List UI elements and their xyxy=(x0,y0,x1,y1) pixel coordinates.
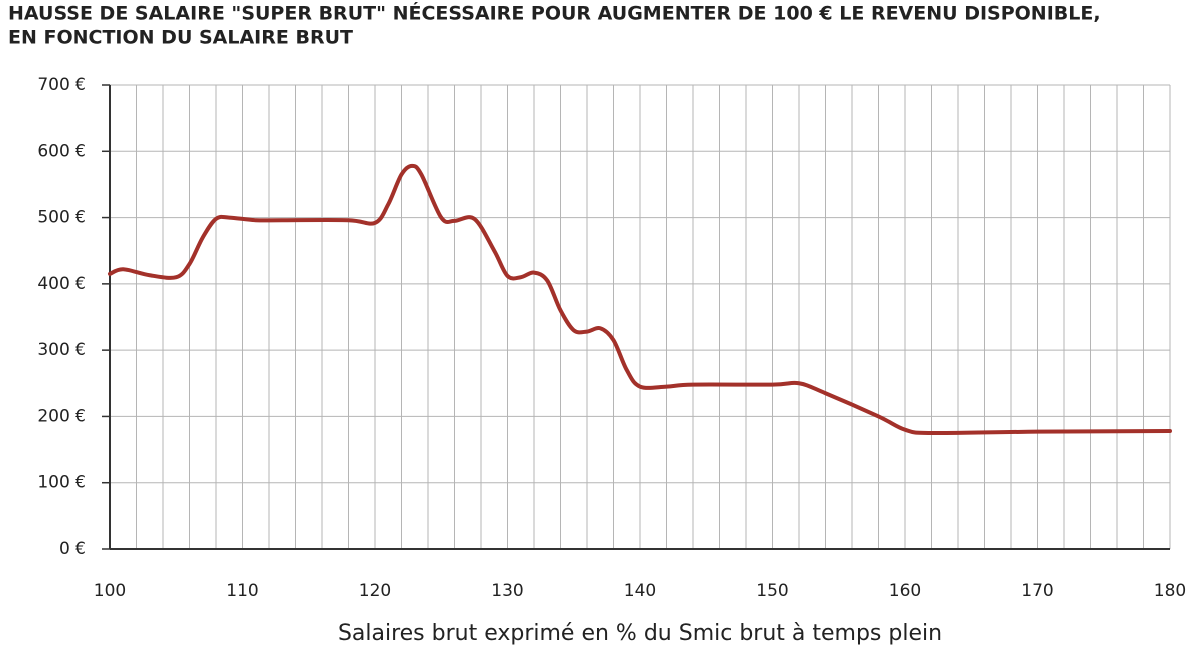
x-tick-label: 130 xyxy=(491,581,523,601)
x-tick-label: 100 xyxy=(94,581,126,601)
x-tick-label: 120 xyxy=(359,581,391,601)
x-tick-label: 180 xyxy=(1154,581,1186,601)
y-tick-label: 700 € xyxy=(37,75,86,95)
y-tick-label: 300 € xyxy=(37,340,86,360)
y-tick-label: 500 € xyxy=(37,208,86,228)
y-tick-label: 0 € xyxy=(59,539,86,559)
x-tick-label: 140 xyxy=(624,581,656,601)
chart-title: EN FONCTION DU SALAIRE BRUT xyxy=(8,27,353,49)
x-tick-label: 160 xyxy=(889,581,921,601)
y-tick-label: 400 € xyxy=(37,274,86,294)
x-tick-label: 150 xyxy=(756,581,788,601)
x-tick-label: 170 xyxy=(1021,581,1053,601)
y-tick-label: 600 € xyxy=(37,141,86,161)
x-axis-label: Salaires brut exprimé en % du Smic brut … xyxy=(338,621,942,646)
chart-title: HAUSSE DE SALAIRE "SUPER BRUT" NÉCESSAIR… xyxy=(8,2,1101,25)
y-tick-label: 200 € xyxy=(37,406,86,426)
y-tick-label: 100 € xyxy=(37,473,86,493)
data-line xyxy=(108,163,1172,436)
x-tick-label: 110 xyxy=(226,581,258,601)
